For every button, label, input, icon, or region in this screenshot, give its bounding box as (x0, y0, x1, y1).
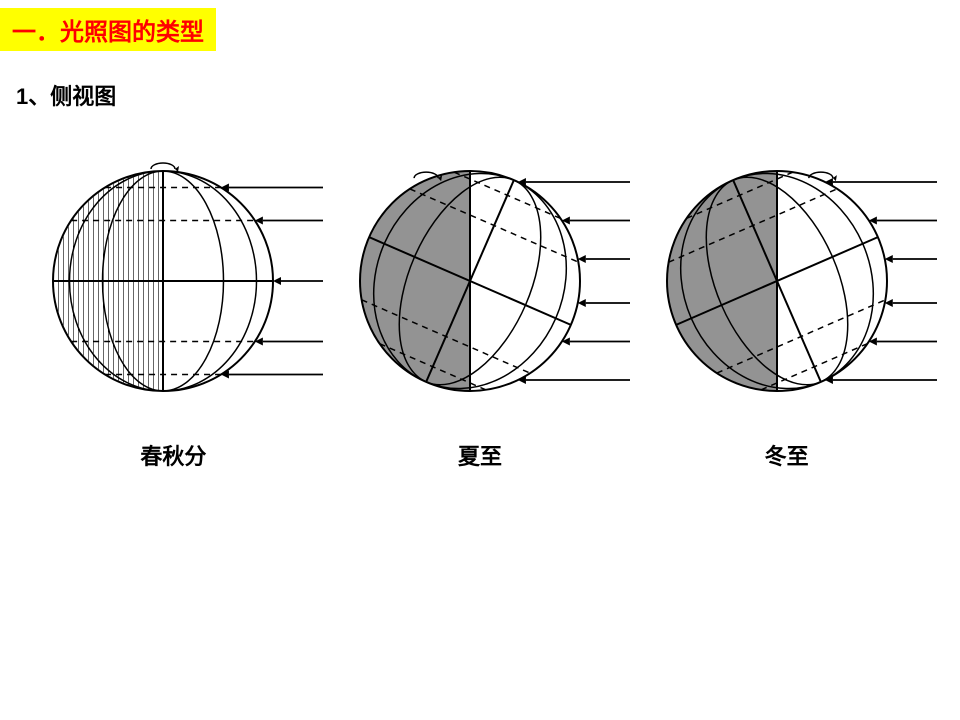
globe-caption: 冬至 (765, 439, 809, 471)
globe-cell-equinox: 春秋分 (23, 141, 323, 471)
globe-cell-summer: 夏至 (330, 141, 630, 471)
section-title: 一．光照图的类型 (0, 8, 216, 51)
globe-cell-winter: 冬至 (637, 141, 937, 471)
globe-diagram (23, 141, 323, 421)
subsection-title: 1、侧视图 (16, 79, 960, 111)
globe-caption: 夏至 (458, 439, 502, 471)
globe-caption: 春秋分 (140, 439, 206, 471)
globe-diagram (330, 141, 630, 421)
globe-row: 春秋分 夏至 冬至 (0, 141, 960, 471)
globe-diagram (637, 141, 937, 421)
